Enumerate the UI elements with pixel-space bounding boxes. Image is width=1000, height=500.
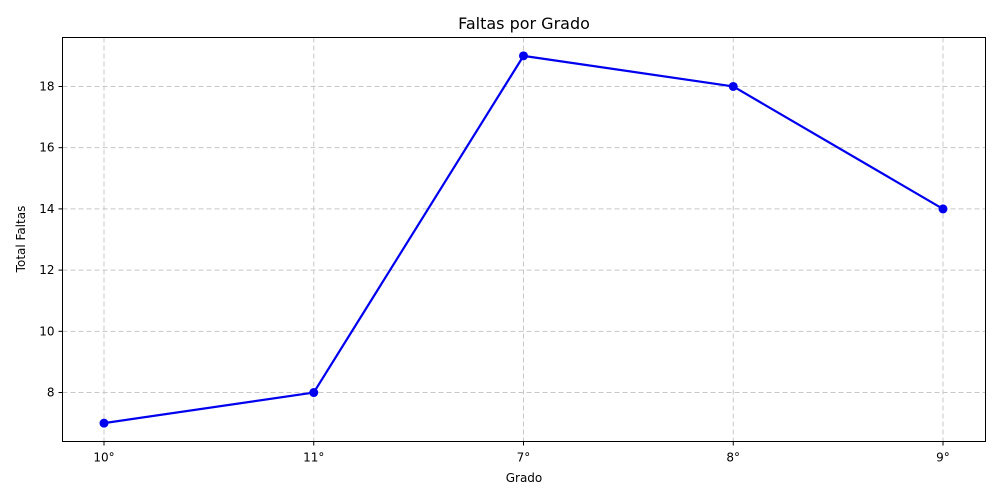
- y-axis-label: Total Faltas: [14, 206, 28, 274]
- x-tick-label: 8°: [726, 451, 740, 465]
- chart-title: Faltas por Grado: [458, 14, 590, 33]
- data-point: [728, 81, 738, 91]
- x-tick-label: 7°: [517, 451, 531, 465]
- x-tick-label: 10°: [93, 451, 114, 465]
- data-point: [99, 418, 109, 428]
- grid-lines: [62, 37, 986, 442]
- data-point: [309, 388, 319, 398]
- data-point: [938, 204, 948, 214]
- y-tick-label: 8: [47, 386, 55, 400]
- y-tick-label: 16: [39, 141, 54, 155]
- data-point: [519, 51, 528, 61]
- y-tick-label: 12: [39, 263, 54, 277]
- x-tick-label: 9°: [936, 451, 950, 465]
- axis-ticks: 10° 11° 7° 8° 9° 8 10 12 14 16 18: [39, 79, 950, 464]
- y-tick-label: 18: [39, 79, 54, 93]
- y-tick-label: 14: [39, 202, 54, 216]
- x-axis-label: Grado: [506, 471, 543, 485]
- x-tick-label: 11°: [303, 451, 324, 465]
- series-layer: [99, 51, 948, 428]
- y-tick-label: 10: [39, 324, 54, 338]
